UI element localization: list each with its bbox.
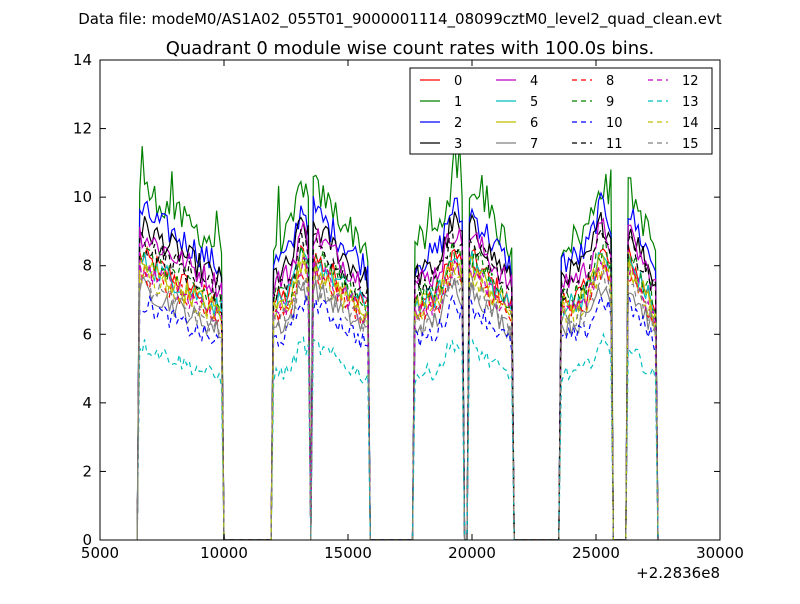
x-tick-label: 15000 <box>324 544 372 562</box>
plot-frame <box>99 59 721 541</box>
y-tick-label: 12 <box>73 120 92 138</box>
series-lines <box>136 139 659 540</box>
y-tick-label: 14 <box>73 51 92 69</box>
y-tick-label: 4 <box>82 394 92 412</box>
x-tick-label: 10000 <box>200 544 248 562</box>
legend-label-1: 1 <box>454 95 462 110</box>
y-tick-label: 10 <box>73 188 92 206</box>
legend-label-13: 13 <box>682 95 699 110</box>
y-tick-label: 2 <box>82 462 92 480</box>
legend-box <box>409 67 713 155</box>
legend-label-14: 14 <box>682 116 699 131</box>
y-tick-label: 0 <box>82 531 92 549</box>
legend-label-7: 7 <box>530 137 538 152</box>
series-line-14 <box>136 257 659 540</box>
y-tick-label: 8 <box>82 257 92 275</box>
legend-label-12: 12 <box>682 74 699 89</box>
legend-label-10: 10 <box>606 116 623 131</box>
series-line-13 <box>136 332 659 540</box>
legend-label-8: 8 <box>606 74 614 89</box>
legend-label-6: 6 <box>530 116 538 131</box>
legend-label-0: 0 <box>454 74 462 89</box>
legend-label-4: 4 <box>530 74 538 89</box>
legend-label-15: 15 <box>682 137 699 152</box>
legend-label-5: 5 <box>530 95 538 110</box>
x-tick-label: 5000 <box>81 544 119 562</box>
series-line-15 <box>136 269 659 540</box>
x-tick-label: 20000 <box>448 544 496 562</box>
x-tick-label: 30000 <box>696 544 744 562</box>
y-tick-label: 6 <box>82 325 92 343</box>
legend-label-3: 3 <box>454 137 462 152</box>
series-line-12 <box>136 255 659 540</box>
legend-label-11: 11 <box>606 137 623 152</box>
figure-suptitle: Data file: modeM0/AS1A02_055T01_90000011… <box>78 10 722 29</box>
x-offset-text: +2.2836e8 <box>636 564 720 582</box>
legend-label-9: 9 <box>606 95 614 110</box>
legend-label-2: 2 <box>454 116 462 131</box>
x-tick-label: 25000 <box>572 544 620 562</box>
chart-title: Quadrant 0 module wise count rates with … <box>166 38 655 59</box>
